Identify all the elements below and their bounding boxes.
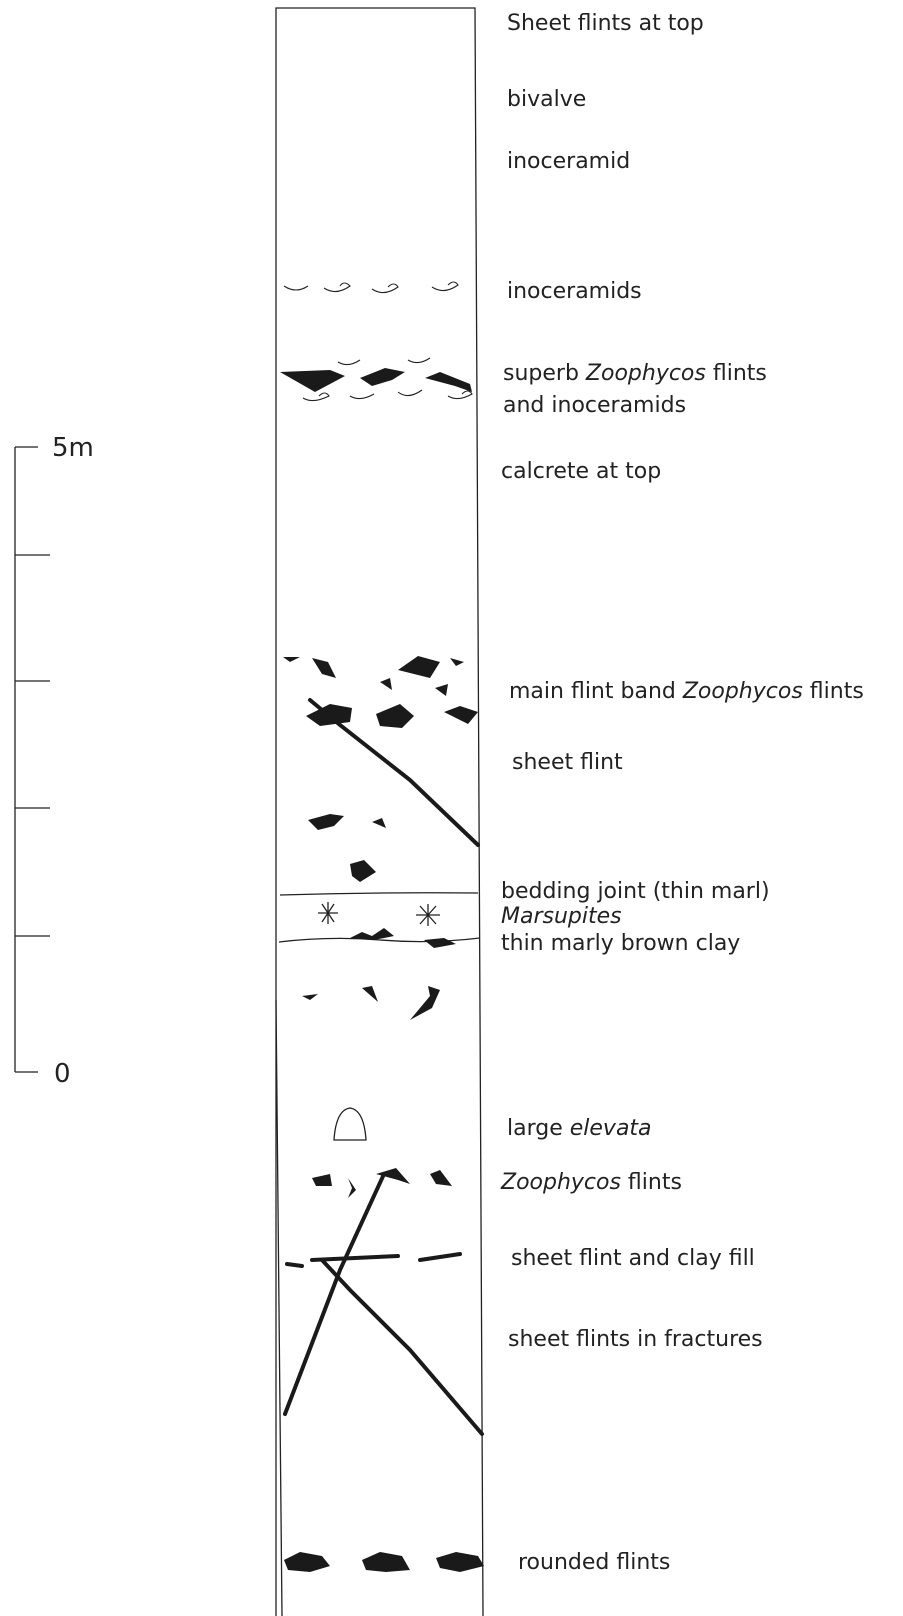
- annotation-text: Zoophycos: [500, 1170, 621, 1195]
- scale-bar: 5m 0: [15, 433, 94, 1089]
- annotation-text: thin marly brown clay: [501, 931, 740, 956]
- annotation-text: Sheet flints at top: [507, 11, 704, 36]
- annotation: sheet flints in fractures: [508, 1327, 763, 1352]
- log-column: [276, 8, 483, 1616]
- annotation-text: inoceramid: [507, 149, 630, 174]
- annotation-text: flints: [706, 361, 767, 386]
- annotation-text: inoceramids: [507, 279, 642, 304]
- annotation-text: flints: [803, 679, 864, 704]
- scale-top-label: 5m: [52, 433, 94, 463]
- annotation-text: elevata: [570, 1116, 652, 1141]
- annotation: inoceramids: [507, 279, 642, 304]
- annotation: large elevata: [507, 1116, 652, 1141]
- annotation: rounded flints: [518, 1550, 670, 1575]
- annotation: thin marly brown clay: [501, 931, 740, 956]
- annotation-text: calcrete at top: [501, 459, 661, 484]
- annotation: Zoophycos flints: [500, 1170, 682, 1195]
- annotation: and inoceramids: [503, 393, 686, 418]
- annotation: bivalve: [507, 87, 586, 112]
- annotation-text: bivalve: [507, 87, 586, 112]
- annotation-text: Zoophycos: [682, 679, 803, 704]
- annotation: main flint band Zoophycos flints: [509, 679, 864, 704]
- annotation-text: sheet flint and clay fill: [511, 1246, 755, 1271]
- annotation: Marsupites: [501, 904, 622, 929]
- annotation: sheet flint: [512, 750, 623, 775]
- flints: [280, 368, 484, 1572]
- annotation-text: rounded flints: [518, 1550, 670, 1575]
- annotation-text: Zoophycos: [585, 361, 706, 386]
- annotation-text: Marsupites: [501, 904, 622, 929]
- annotation-text: main flint band: [509, 679, 683, 704]
- annotation: inoceramid: [507, 149, 630, 174]
- scale-bottom-label: 0: [54, 1059, 71, 1089]
- annotation-text: sheet flints in fractures: [508, 1327, 763, 1352]
- annotation-text: sheet flint: [512, 750, 623, 775]
- annotation: calcrete at top: [501, 459, 661, 484]
- annotation: sheet flint and clay fill: [511, 1246, 755, 1271]
- annotation-text: and inoceramids: [503, 393, 686, 418]
- annotation-text: flints: [621, 1170, 682, 1195]
- log-diagram: 5m 0: [0, 0, 903, 1616]
- annotation: bedding joint (thin marl): [501, 879, 770, 904]
- annotation-text: bedding joint (thin marl): [501, 879, 770, 904]
- annotation-text: superb: [503, 361, 586, 386]
- annotation: superb Zoophycos flints: [503, 361, 767, 386]
- annotations: Sheet flints at top bivalve inoceramid inoc…: [500, 11, 864, 1575]
- annotation-text: large: [507, 1116, 570, 1141]
- annotation: Sheet flints at top: [507, 11, 704, 36]
